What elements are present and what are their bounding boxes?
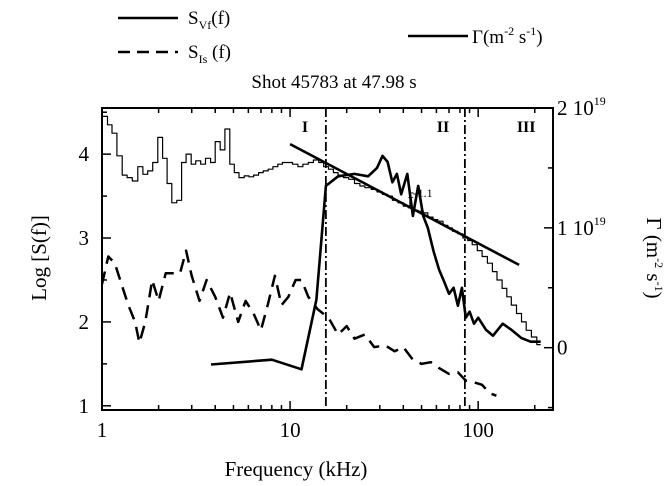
- chart-title: Shot 45783 at 47.98 s: [251, 72, 416, 93]
- y-tick-label: 3: [79, 226, 90, 250]
- y2-tick-label: 0: [557, 336, 568, 360]
- series-sis-line: [100, 249, 497, 397]
- region-labels: I II III: [302, 119, 536, 136]
- y-axis-label: Log [S(f)]: [27, 215, 51, 301]
- legend-label-sis: SIs (f): [188, 42, 231, 66]
- y2-axis-label: Γ (m-2 s-1): [642, 217, 666, 298]
- fit-line: [289, 142, 520, 267]
- x-tick-label: 1: [97, 418, 108, 442]
- fit-annotation: f-1.1: [407, 186, 432, 211]
- x-axis-label: Frequency (kHz): [225, 457, 368, 481]
- y2-tick-label: 2 1019: [557, 94, 606, 120]
- plot-border: [101, 107, 554, 411]
- legend-label-gamma: Γ(m-2 s-1): [472, 24, 543, 48]
- x-tick-label: 10: [280, 418, 301, 442]
- legend: SVf(f) SIs (f) Γ(m-2 s-1): [118, 8, 543, 66]
- x-tick-label: 100: [462, 418, 494, 442]
- y2-tick-label: 1 1019: [557, 214, 606, 240]
- region-label-iii: III: [517, 119, 536, 136]
- legend-label-svf: SVf(f): [188, 8, 230, 32]
- region-label-ii: II: [437, 119, 449, 136]
- region-label-i: I: [302, 119, 308, 136]
- y-tick-label: 1: [79, 394, 90, 418]
- series-svf-line: [102, 115, 541, 346]
- plot-frame: [101, 107, 554, 411]
- y-tick-label: 4: [79, 142, 90, 166]
- region-dividers: [324, 108, 466, 410]
- y-tick-label: 2: [79, 310, 90, 334]
- series-gamma-line: [210, 154, 541, 371]
- series-group: [100, 115, 541, 397]
